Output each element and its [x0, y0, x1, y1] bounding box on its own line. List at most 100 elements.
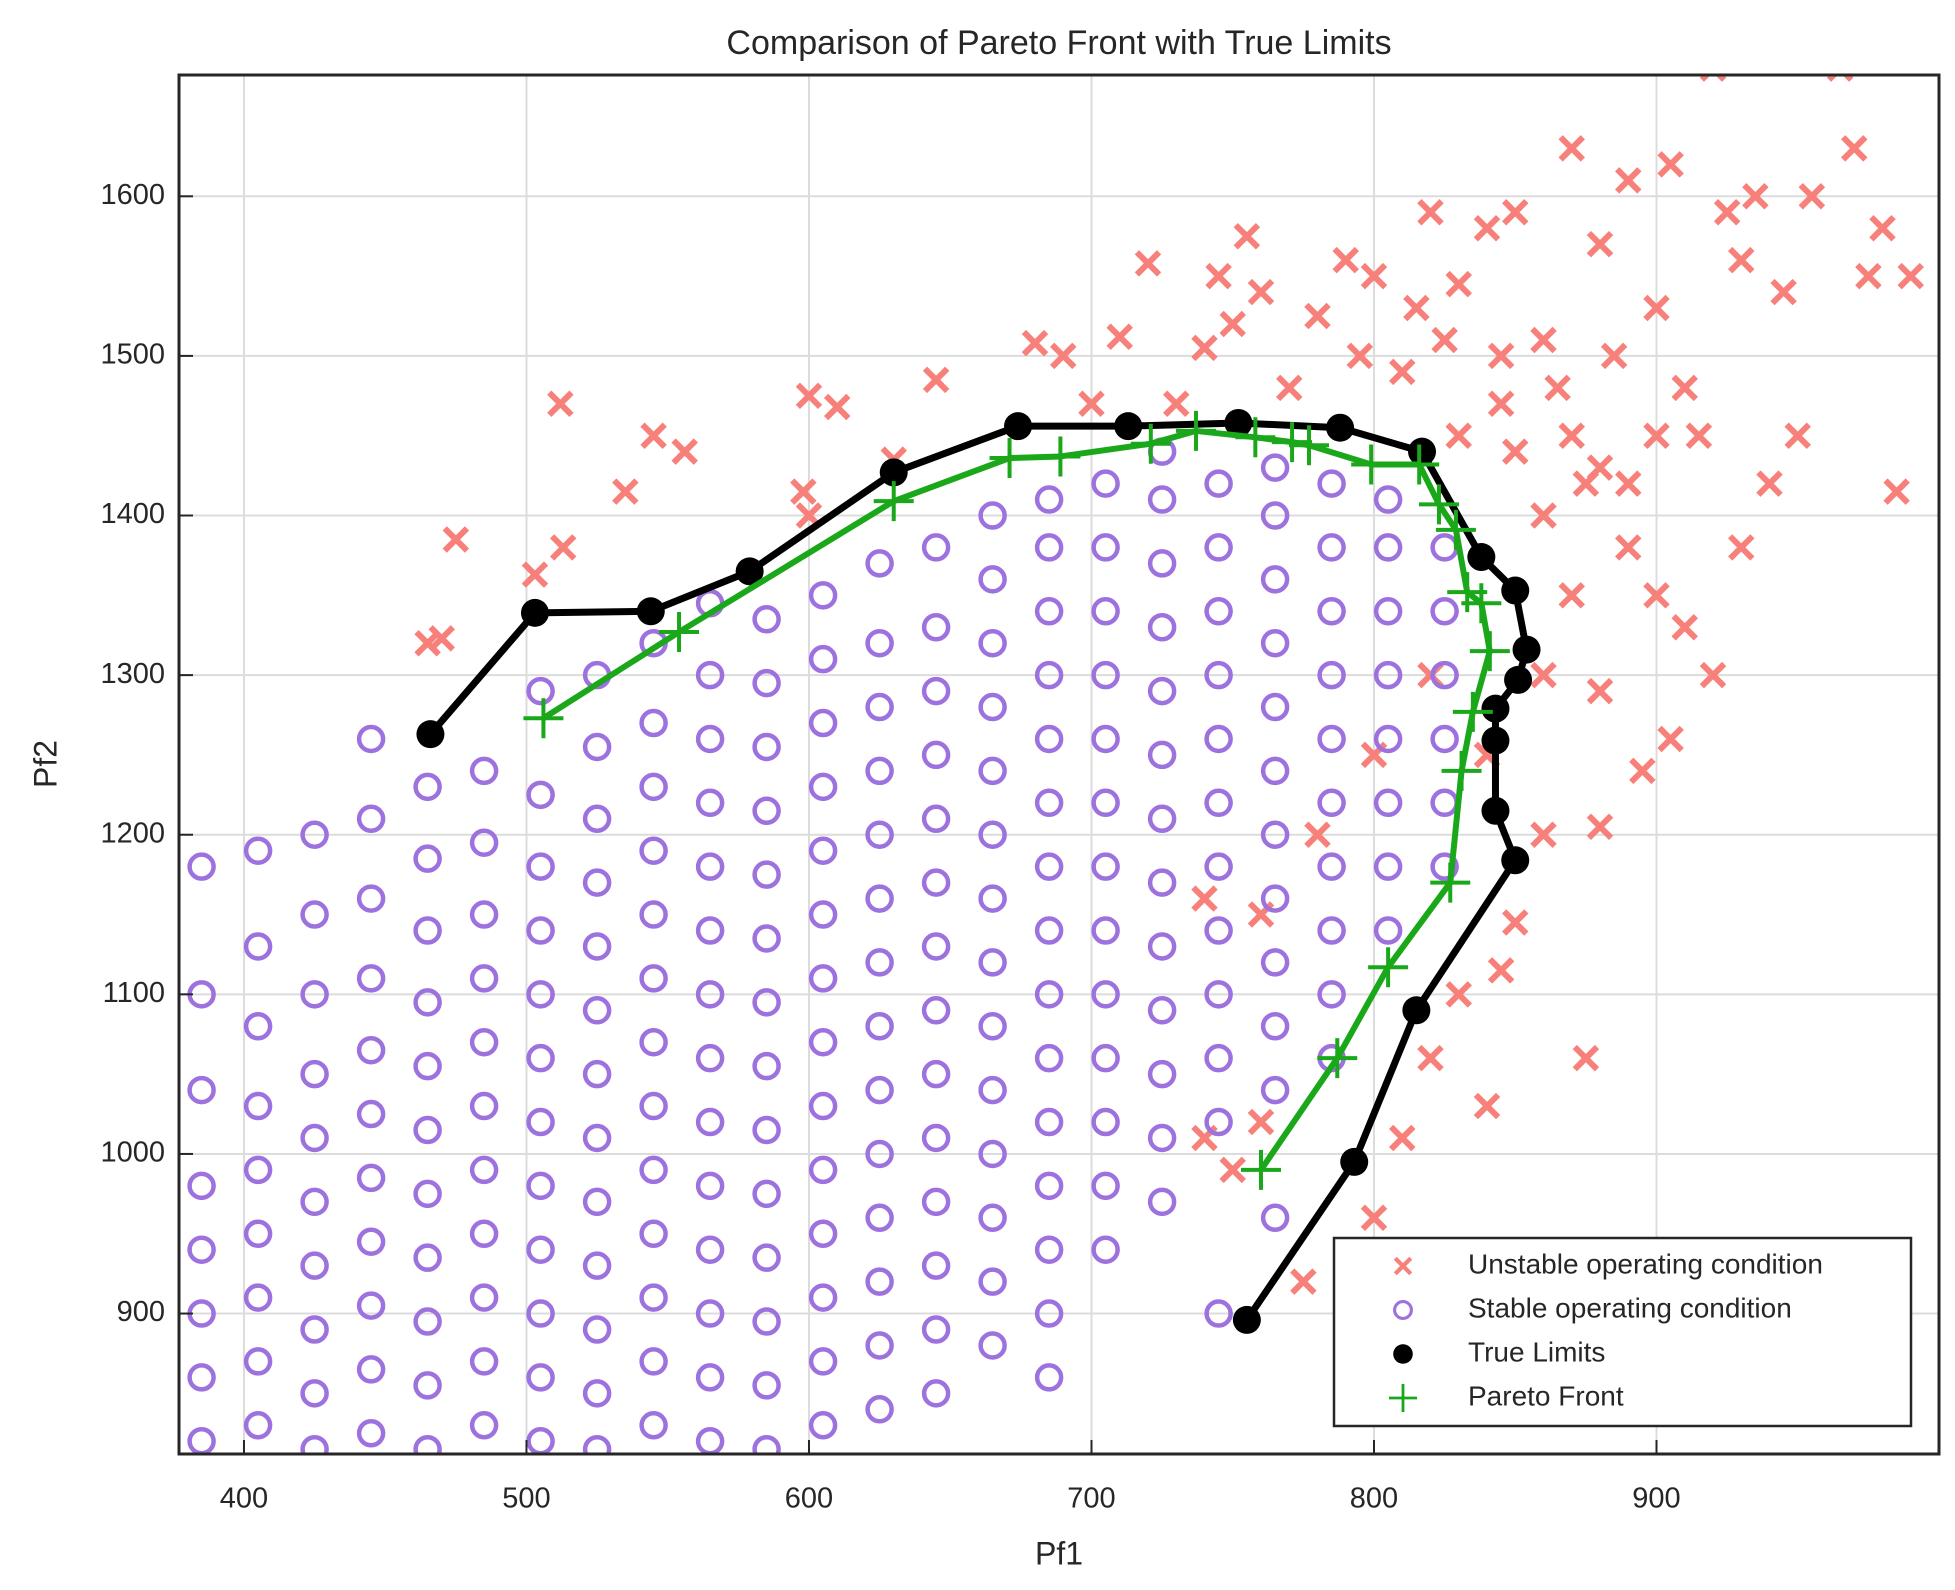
stable-point — [243, 1155, 273, 1185]
stable-point — [695, 660, 725, 690]
unstable-point — [1615, 534, 1642, 561]
y-tick-label: 1100 — [103, 977, 165, 1009]
stable-point — [526, 916, 555, 945]
stable-point — [1034, 788, 1064, 818]
stable-point — [808, 1219, 838, 1248]
stable-point — [639, 1091, 668, 1121]
stable-point — [1204, 1299, 1233, 1328]
stable-point — [1204, 1107, 1233, 1137]
stable-point — [921, 868, 951, 897]
stable-point — [752, 1307, 781, 1336]
stable-point — [865, 1139, 894, 1169]
limit-point — [879, 458, 908, 487]
stable-point — [1091, 788, 1120, 818]
stable-point — [300, 1379, 329, 1408]
limit-point — [1004, 412, 1033, 441]
stable-point — [469, 900, 499, 929]
stable-point — [865, 628, 894, 658]
stable-point — [582, 1379, 612, 1408]
pareto-point — [523, 698, 564, 739]
stable-point — [582, 868, 612, 897]
unstable-point — [1346, 342, 1374, 370]
stable-point — [413, 988, 442, 1017]
stable-point — [639, 1411, 668, 1440]
stable-point — [1147, 932, 1177, 961]
stable-point — [1091, 1171, 1120, 1201]
unstable-point — [1445, 270, 1472, 298]
stable-point — [808, 708, 838, 738]
unstable-point — [549, 534, 577, 561]
stable-point — [752, 605, 781, 634]
unstable-point — [795, 502, 823, 529]
stable-point — [921, 533, 951, 562]
stable-point — [1204, 852, 1233, 881]
unstable-point — [1530, 821, 1557, 848]
stable-point — [356, 964, 386, 993]
stable-point — [1373, 485, 1403, 514]
stable-point — [639, 900, 668, 929]
stable-point — [752, 1115, 781, 1145]
stable-point — [1260, 1203, 1290, 1233]
unstable-point — [1713, 199, 1741, 226]
stable-point — [1204, 724, 1233, 754]
stable-point — [1034, 980, 1064, 1009]
stable-point — [1260, 948, 1290, 977]
stable-point — [300, 900, 329, 929]
stable-point — [921, 1187, 951, 1217]
stable-point — [1260, 628, 1290, 658]
stable-point — [921, 1059, 951, 1089]
stable-point — [865, 1395, 894, 1424]
stable-point — [1373, 788, 1403, 818]
stable-point — [695, 852, 725, 881]
unstable-point — [1205, 262, 1232, 290]
stable-point — [921, 1379, 951, 1408]
unstable-point — [1798, 183, 1826, 210]
stable-point — [1430, 660, 1459, 690]
stable-point — [1091, 469, 1120, 498]
unstable-point — [1403, 294, 1430, 322]
stable-point — [639, 1155, 668, 1185]
stable-point — [356, 1035, 386, 1065]
stable-point — [300, 1251, 329, 1280]
unstable-point — [1501, 909, 1529, 936]
stable-point — [243, 1219, 273, 1248]
stable-point — [1034, 533, 1064, 562]
stable-point — [978, 1139, 1007, 1169]
stable-point — [1091, 1107, 1120, 1137]
unstable-point — [1558, 135, 1585, 162]
stable-point — [978, 565, 1007, 594]
unstable-point — [1360, 262, 1388, 290]
stable-point — [1317, 724, 1346, 754]
stable-point — [752, 1179, 781, 1209]
stable-point — [1260, 692, 1290, 722]
stable-point — [1147, 1123, 1177, 1153]
stable-point — [1260, 820, 1290, 849]
pareto-point — [1040, 436, 1081, 477]
unstable-point — [671, 438, 698, 465]
stable-point — [639, 1347, 668, 1376]
stable-point — [1147, 1059, 1177, 1089]
stable-point — [413, 916, 442, 945]
stable-point — [413, 1434, 442, 1454]
stable-point — [356, 1291, 386, 1320]
stable-point — [1373, 533, 1403, 562]
stable-point — [187, 1171, 216, 1201]
unstable-point — [1162, 390, 1190, 418]
stable-point — [865, 884, 894, 913]
stable-point — [469, 1091, 499, 1121]
stable-point — [1317, 852, 1346, 881]
stable-point — [921, 1315, 951, 1344]
unstable-point — [1855, 262, 1882, 290]
stable-point — [808, 1155, 838, 1185]
stable-point — [526, 1107, 555, 1137]
stable-point — [978, 1203, 1007, 1233]
stable-point — [1204, 788, 1233, 818]
unstable-point — [823, 393, 851, 421]
stable-point — [243, 1091, 273, 1121]
stable-point — [1091, 660, 1120, 690]
stable-point — [1034, 1043, 1064, 1073]
stable-point — [808, 581, 838, 610]
legend-marker — [1393, 1344, 1413, 1364]
y-tick-label: 1500 — [100, 339, 165, 371]
unstable-point — [1586, 813, 1614, 840]
